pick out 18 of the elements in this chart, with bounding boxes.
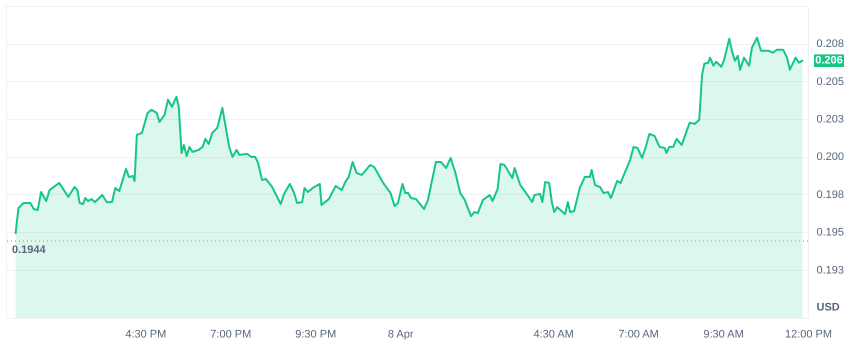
y-tick-label: 0.203: [816, 114, 844, 126]
x-tick-label: 4:30 AM: [533, 328, 574, 340]
y-tick-label: 0.193: [816, 264, 844, 276]
x-tick-label: 7:00 AM: [618, 328, 659, 340]
x-tick-label: 8 Apr: [388, 328, 414, 340]
ref-line-label: 0.1944: [12, 244, 47, 256]
y-tick-label: 0.200: [816, 151, 844, 164]
y-tick-label: 0.198: [816, 188, 844, 201]
y-tick-label: 0.195: [816, 226, 844, 239]
y-axis-title: USD: [816, 302, 840, 314]
x-tick-label: 4:30 PM: [125, 328, 166, 340]
x-tick-label: 9:30 PM: [295, 328, 336, 340]
text: 0.206: [815, 54, 843, 67]
x-tick-label: 9:30 AM: [703, 328, 744, 340]
y-tick-label: 0.208: [816, 38, 844, 50]
x-tick-label: 7:00 PM: [210, 328, 252, 340]
x-tick-label: 12:00 PM: [784, 328, 832, 340]
y-tick-label: 0.205: [816, 76, 844, 88]
